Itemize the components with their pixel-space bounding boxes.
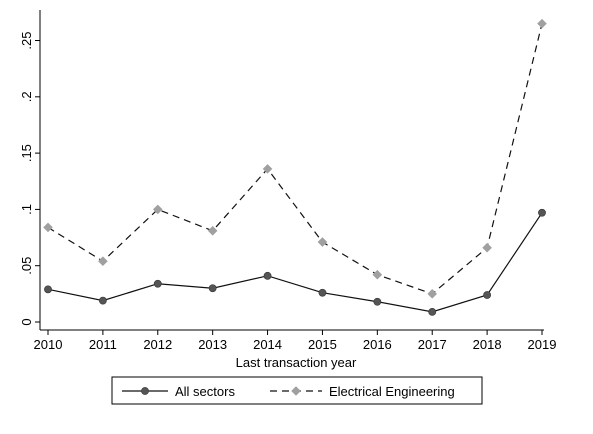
series-layer	[43, 18, 547, 316]
x-tick-label: 2011	[89, 337, 117, 352]
legend-marker-1	[291, 386, 301, 396]
data-point-1-7	[427, 289, 438, 299]
data-point-1-6	[372, 269, 383, 280]
data-point-0-1	[98, 296, 107, 305]
data-point-0-6	[373, 297, 382, 306]
x-tick-label: 2017	[418, 337, 447, 352]
y-tick-label: .25	[19, 31, 34, 49]
x-tick-label: 2010	[34, 337, 63, 352]
y-tick-label: .15	[19, 144, 34, 162]
data-point-1-2	[152, 204, 163, 215]
x-tick-label: 2018	[473, 337, 502, 352]
data-point-1-8	[482, 242, 492, 253]
data-point-0-2	[153, 279, 162, 288]
series-line-0	[47, 212, 543, 313]
legend-label-0: All sectors	[175, 384, 235, 399]
data-point-0-0	[44, 285, 52, 294]
data-point-1-4	[262, 164, 273, 174]
data-point-1-3	[207, 226, 218, 236]
data-point-0-9	[538, 208, 546, 217]
data-point-1-9	[537, 18, 547, 29]
data-point-1-1	[98, 256, 108, 266]
data-point-0-5	[318, 288, 327, 297]
y-tick-label: .05	[19, 257, 34, 275]
axes: 0 .05 .1 .15 .2 .25 2010 2011 2012 2013 2014 2015 20…	[19, 10, 556, 352]
data-point-0-7	[428, 307, 437, 316]
data-point-1-0	[43, 222, 53, 233]
y-tick-label: 0	[19, 318, 34, 325]
x-tick-label: 2016	[363, 337, 392, 352]
data-point-1-5	[317, 237, 328, 247]
y-tick-label: .1	[19, 204, 34, 215]
x-tick-label: 2013	[198, 337, 227, 352]
legend: All sectors Electrical Engineering	[111, 376, 483, 405]
x-tick-label: 2014	[253, 337, 282, 352]
legend-label-1: Electrical Engineering	[329, 384, 455, 399]
y-tick-label: .2	[19, 91, 34, 102]
data-point-0-4	[263, 271, 272, 280]
legend-marker-0	[141, 387, 149, 395]
x-axis-title: Last transaction year	[236, 355, 357, 370]
x-tick-label: 2019	[528, 337, 557, 352]
data-point-0-3	[208, 284, 217, 293]
x-tick-label: 2012	[143, 337, 172, 352]
data-point-0-8	[483, 291, 492, 299]
series-line-1	[47, 23, 543, 295]
x-tick-label: 2015	[308, 337, 337, 352]
